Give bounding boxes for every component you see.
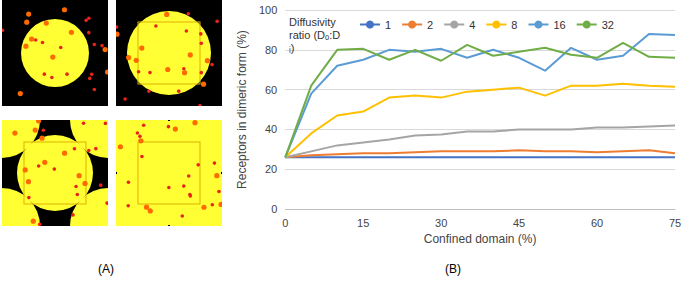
html-text:(A): (A) [98,262,114,276]
svg-text:2: 2 [427,19,433,31]
svg-text:ratio (Dₒ:D: ratio (Dₒ:D [289,29,340,41]
svg-text:40: 40 [265,123,277,135]
svg-text:1: 1 [385,19,391,31]
svg-text:4: 4 [469,19,475,31]
svg-text:20: 20 [265,163,277,175]
svg-text:60: 60 [591,217,603,229]
svg-text:30: 30 [435,217,447,229]
svg-text:Confined domain (%): Confined domain (%) [424,232,537,246]
svg-text:80: 80 [265,44,277,56]
svg-text:16: 16 [553,19,565,31]
svg-text:15: 15 [357,217,369,229]
svg-text:60: 60 [265,84,277,96]
svg-text:Receptors in dimeric form (%): Receptors in dimeric form (%) [235,30,249,189]
svg-text:75: 75 [669,217,681,229]
svg-text:100: 100 [259,4,277,16]
svg-text:32: 32 [602,19,614,31]
html-text:(B): (B) [445,262,461,276]
svg-text:8: 8 [511,19,517,31]
svg-text:ᵢ): ᵢ) [289,42,294,54]
svg-text:45: 45 [513,217,525,229]
svg-text:Diffusivity: Diffusivity [289,16,339,28]
svg-text:0: 0 [271,203,277,215]
svg-text:0: 0 [282,217,288,229]
